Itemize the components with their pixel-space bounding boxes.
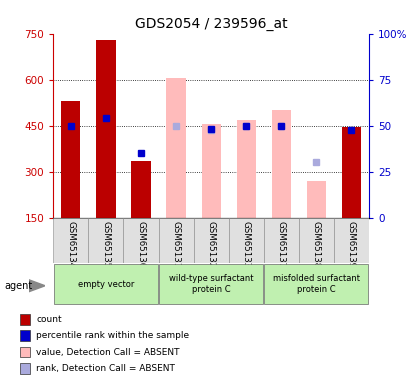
Text: wild-type surfactant
protein C: wild-type surfactant protein C: [169, 274, 253, 294]
Text: GSM65139: GSM65139: [346, 221, 355, 268]
Text: GSM65132: GSM65132: [206, 221, 215, 268]
Text: GSM65131: GSM65131: [171, 221, 180, 268]
Bar: [88, 217, 123, 262]
Bar: [341, 127, 360, 218]
Bar: [228, 217, 263, 262]
Bar: [54, 264, 157, 304]
Text: agent: agent: [4, 281, 32, 291]
Bar: [271, 110, 290, 218]
Bar: [123, 217, 158, 262]
Text: GSM65133: GSM65133: [241, 221, 250, 268]
Bar: [201, 124, 220, 218]
Polygon shape: [29, 280, 45, 292]
Bar: [20, 314, 30, 325]
Text: empty vector: empty vector: [78, 280, 134, 289]
Bar: [263, 217, 298, 262]
Bar: [53, 217, 88, 262]
Text: GSM65135: GSM65135: [101, 221, 110, 268]
Bar: [20, 346, 30, 357]
Text: GSM65137: GSM65137: [276, 221, 285, 268]
Bar: [236, 120, 255, 218]
Bar: [131, 161, 150, 218]
Bar: [159, 264, 263, 304]
Bar: [264, 264, 367, 304]
Bar: [20, 330, 30, 341]
Bar: [306, 181, 325, 218]
Bar: [298, 217, 333, 262]
Bar: [166, 78, 185, 218]
Text: count: count: [36, 315, 62, 324]
Bar: [96, 40, 115, 218]
Text: GSM65134: GSM65134: [66, 221, 75, 268]
Title: GDS2054 / 239596_at: GDS2054 / 239596_at: [135, 17, 287, 32]
Bar: [158, 217, 193, 262]
Bar: [20, 363, 30, 374]
Text: misfolded surfactant
protein C: misfolded surfactant protein C: [272, 274, 359, 294]
Bar: [193, 217, 228, 262]
Text: rank, Detection Call = ABSENT: rank, Detection Call = ABSENT: [36, 364, 175, 373]
Text: GSM65138: GSM65138: [311, 221, 320, 268]
Bar: [61, 101, 80, 217]
Bar: [333, 217, 368, 262]
Text: GSM65136: GSM65136: [136, 221, 145, 268]
Text: percentile rank within the sample: percentile rank within the sample: [36, 332, 189, 340]
Text: value, Detection Call = ABSENT: value, Detection Call = ABSENT: [36, 348, 179, 357]
